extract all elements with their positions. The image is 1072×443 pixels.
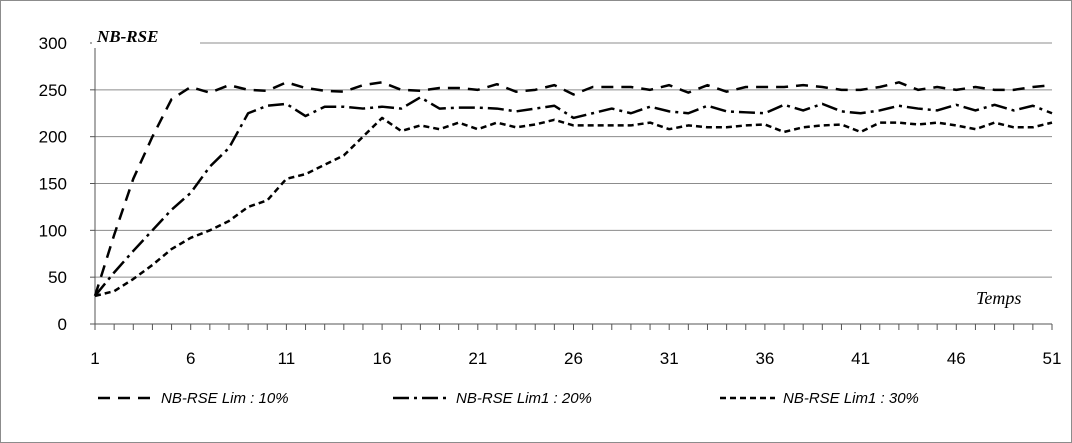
legend-label-1: NB-RSE Lim : 10%: [161, 390, 289, 407]
ylabel-background: [92, 22, 200, 48]
x-tick-label: 36: [755, 349, 774, 368]
y-tick-label: 200: [39, 128, 67, 147]
x-tick-label: 46: [947, 349, 966, 368]
series-lines: [93, 81, 1053, 298]
x-tick-label: 16: [373, 349, 392, 368]
x-tick-label: 41: [851, 349, 870, 368]
series-line-1: [93, 81, 1053, 297]
x-axis-title: Temps: [976, 288, 1021, 308]
x-tick-label: 1: [90, 349, 99, 368]
x-tick-label: 31: [660, 349, 679, 368]
y-tick-label: 0: [58, 315, 67, 334]
x-tick-label: 26: [564, 349, 583, 368]
x-tick-label: 21: [468, 349, 487, 368]
legend: NB-RSE Lim : 10% NB-RSE Lim1 : 20% NB-RSE …: [98, 390, 919, 407]
legend-label-2: NB-RSE Lim1 : 20%: [456, 390, 592, 407]
legend-label-3: NB-RSE Lim1 : 30%: [783, 390, 919, 407]
x-tick-label: 51: [1043, 349, 1062, 368]
y-tick-label: 100: [39, 221, 67, 240]
xlabel-background: [955, 285, 1065, 313]
y-axis-title: NB-RSE: [96, 27, 158, 46]
y-tick-label: 300: [39, 34, 67, 53]
x-tick-label: 11: [278, 349, 296, 368]
y-tick-label: 250: [39, 81, 67, 100]
series-line-3: [94, 116, 1053, 298]
x-tick-label: 6: [186, 349, 195, 368]
series-line-2: [94, 96, 1053, 297]
y-tick-label: 150: [39, 175, 67, 194]
y-tick-label: 50: [48, 268, 67, 287]
